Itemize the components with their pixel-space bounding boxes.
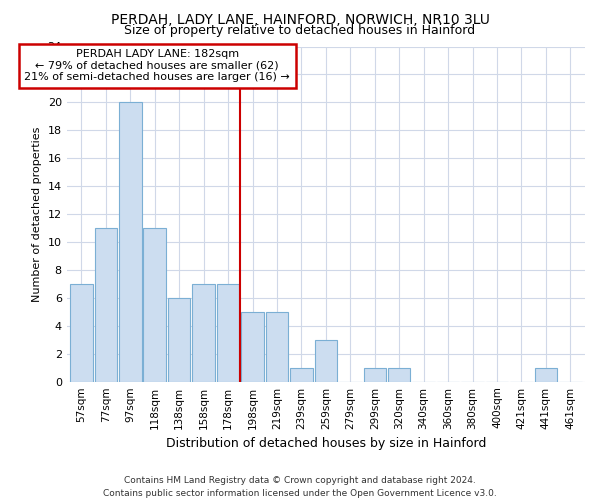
Bar: [266, 312, 288, 382]
Bar: [314, 340, 337, 382]
Bar: [95, 228, 117, 382]
Bar: [119, 102, 142, 382]
Bar: [168, 298, 190, 382]
Bar: [241, 312, 264, 382]
Text: Contains HM Land Registry data © Crown copyright and database right 2024.
Contai: Contains HM Land Registry data © Crown c…: [103, 476, 497, 498]
Text: Size of property relative to detached houses in Hainford: Size of property relative to detached ho…: [124, 24, 476, 37]
Text: PERDAH, LADY LANE, HAINFORD, NORWICH, NR10 3LU: PERDAH, LADY LANE, HAINFORD, NORWICH, NR…: [110, 12, 490, 26]
Bar: [290, 368, 313, 382]
Bar: [193, 284, 215, 382]
Bar: [535, 368, 557, 382]
Bar: [388, 368, 410, 382]
Y-axis label: Number of detached properties: Number of detached properties: [32, 126, 42, 302]
Bar: [143, 228, 166, 382]
Text: PERDAH LADY LANE: 182sqm
← 79% of detached houses are smaller (62)
21% of semi-d: PERDAH LADY LANE: 182sqm ← 79% of detach…: [24, 50, 290, 82]
Bar: [70, 284, 92, 382]
X-axis label: Distribution of detached houses by size in Hainford: Distribution of detached houses by size …: [166, 437, 486, 450]
Bar: [217, 284, 239, 382]
Bar: [364, 368, 386, 382]
